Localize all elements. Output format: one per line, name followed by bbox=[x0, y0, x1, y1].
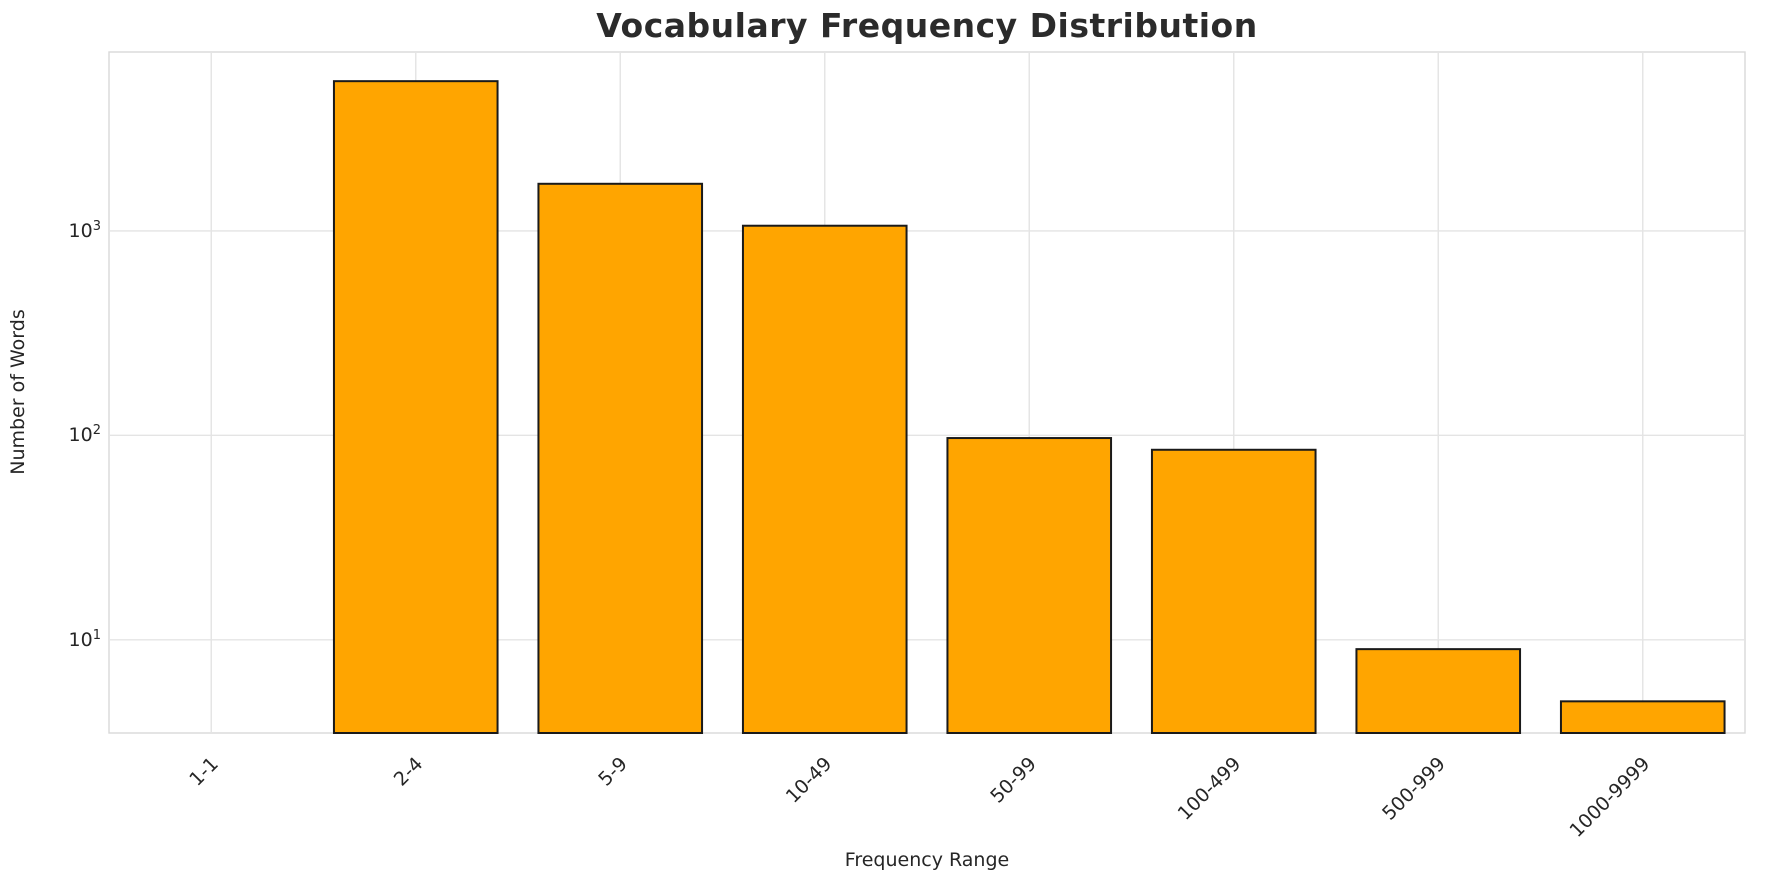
y-axis-label: Number of Words bbox=[7, 309, 29, 475]
chart-title: Vocabulary Frequency Distribution bbox=[596, 6, 1258, 45]
bar-2-4 bbox=[332, 80, 499, 735]
y-tick-label: 102 bbox=[68, 423, 101, 447]
x-tick-label: 100-499 bbox=[1174, 753, 1246, 825]
bar-100-499 bbox=[1150, 448, 1317, 734]
bar-1000-9999 bbox=[1559, 700, 1726, 735]
x-tick-label: 500-999 bbox=[1378, 753, 1450, 825]
bar-5-9 bbox=[537, 182, 704, 735]
x-axis-label: Frequency Range bbox=[844, 849, 1010, 871]
bar-50-99 bbox=[946, 437, 1113, 734]
x-tick-label: 2-4 bbox=[390, 753, 428, 791]
y-tick-label: 103 bbox=[68, 218, 101, 242]
plot-border bbox=[108, 51, 1746, 734]
bar-10-49 bbox=[741, 224, 908, 734]
bar-500-999 bbox=[1355, 648, 1522, 734]
x-tick-label: 1-1 bbox=[185, 753, 223, 791]
x-tick-label: 5-9 bbox=[594, 753, 632, 791]
x-tick-label: 10-49 bbox=[782, 753, 837, 808]
x-tick-label: 50-99 bbox=[986, 753, 1041, 808]
x-tick-label: 1000-9999 bbox=[1565, 753, 1654, 842]
y-tick-label: 101 bbox=[68, 627, 101, 651]
